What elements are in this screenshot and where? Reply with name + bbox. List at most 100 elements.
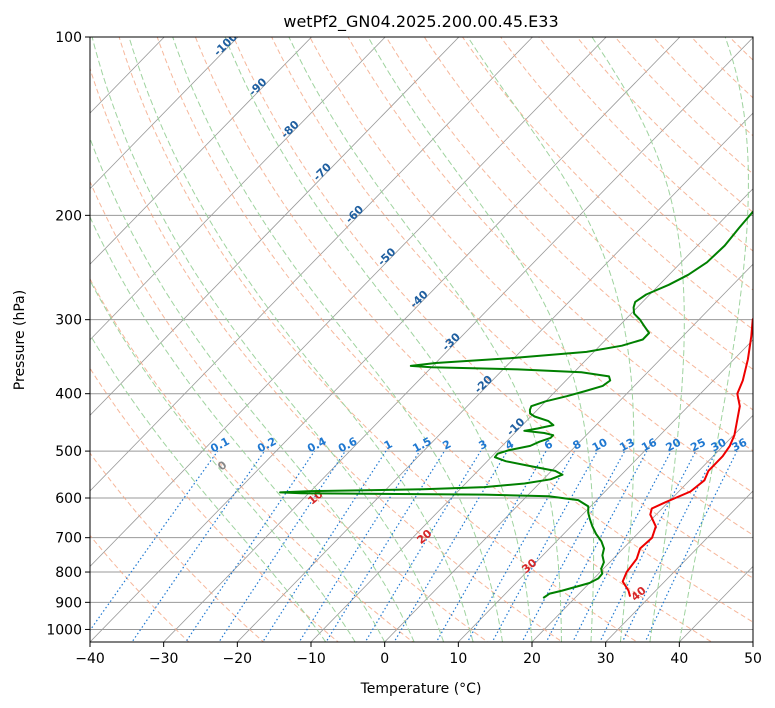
plot-frame [89, 36, 754, 643]
dry-adiabat-line [90, 367, 339, 642]
y-axis-label: Pressure (hPa) [12, 290, 28, 390]
mixing-ratio-line [218, 450, 346, 642]
dry-adiabat-line [90, 534, 190, 642]
isotherm-line [90, 37, 460, 416]
mixing-ratio-label: 3 [477, 437, 490, 452]
dry-adiabat-line [118, 37, 638, 642]
mixing-ratio-line [599, 450, 697, 642]
moist-adiabat-line [90, 333, 327, 642]
x-tick-label: 50 [744, 651, 762, 667]
mixing-ratio-line [298, 450, 421, 642]
isotherm-label: -70 [311, 160, 335, 183]
mixing-ratio-label: 16 [639, 436, 659, 455]
dry-adiabat-line [90, 277, 414, 642]
dewpoint-profile-line [279, 210, 753, 599]
isotherm-label: -90 [246, 75, 270, 98]
isotherm-line [310, 188, 753, 642]
dry-adiabat-line [500, 37, 753, 291]
mixing-ratio-line [545, 450, 648, 642]
mixing-ratio-label: 1.5 [410, 435, 433, 456]
mixing-ratio-line [185, 450, 315, 642]
mixing-ratio-line [90, 450, 219, 632]
chart-title: wetPf2_GN04.2025.200.00.45.E33 [283, 12, 558, 32]
mixing-ratio-label: 30 [709, 436, 729, 455]
dry-adiabat-line [271, 37, 753, 536]
mixing-ratio-label: 13 [617, 436, 637, 455]
moist-adiabat-line [224, 37, 533, 642]
isotherm-line [90, 37, 607, 568]
mixing-ratio-line [364, 450, 482, 642]
isotherm-label: -20 [472, 373, 496, 396]
x-tick-label: 10 [449, 651, 467, 667]
y-tick-label: 300 [55, 313, 82, 329]
mixing-ratio-label: 10 [590, 436, 610, 455]
moist-adiabat-line [367, 37, 595, 642]
y-tick-label: 100 [55, 30, 82, 46]
dry-adiabat-line [614, 37, 753, 175]
mixing-ratio-line [262, 450, 387, 642]
moist-adiabat-line [128, 37, 474, 642]
dry-adiabat-line [90, 66, 564, 642]
y-tick-label: 500 [55, 444, 82, 460]
profiles [279, 210, 753, 599]
x-tick-label: 40 [670, 651, 688, 667]
dry-adiabat-line [90, 452, 265, 642]
mixing-ratio-label: 2 [440, 437, 453, 452]
dry-adiabat-line [576, 37, 753, 213]
mixing-ratio-line [131, 450, 265, 642]
isotherm-label: -100 [211, 30, 240, 59]
mixing-ratio-label: 20 [664, 436, 684, 455]
dry-adiabat-line [156, 37, 713, 642]
y-tick-label: 900 [55, 595, 82, 611]
dry-adiabat-line [90, 180, 489, 642]
moist-adiabat-line [91, 37, 445, 642]
isotherm-line [90, 37, 534, 492]
mixing-ratio-line [435, 450, 547, 642]
dry-adiabat-line [194, 37, 753, 623]
x-tick-label: −30 [149, 651, 179, 667]
dry-adiabat-line [741, 10, 775, 654]
isotherm-line [90, 37, 313, 265]
x-axis: −40 −30 −20 −10 0 10 20 30 40 50 [75, 642, 762, 667]
isotherm-line [236, 112, 753, 642]
mixing-ratio-line [466, 450, 576, 642]
dry-adiabat-line [461, 37, 753, 331]
isotherm-label: -40 [407, 288, 431, 311]
isotherm-line [90, 37, 239, 190]
isotherm-label: -30 [440, 330, 464, 353]
moist-adiabat-line [172, 37, 503, 642]
isotherm-line [752, 641, 753, 642]
isotherm-line [163, 37, 753, 642]
moist-adiabat-line [288, 37, 562, 642]
moist-adiabat-line [591, 37, 685, 642]
x-tick-label: 20 [523, 651, 541, 667]
y-tick-label: 700 [55, 531, 82, 547]
mixing-ratio-label: 0.1 [208, 435, 231, 456]
moist-adiabat-line [90, 215, 386, 642]
mixing-ratio-line [644, 450, 738, 642]
x-tick-label: 0 [380, 651, 389, 667]
temperature-profile-line [621, 316, 753, 597]
background-lines [90, 10, 775, 654]
isotherm-label: -60 [343, 203, 367, 226]
x-axis-label: Temperature (°C) [360, 681, 482, 697]
mixing-ratio-label: 0.6 [336, 435, 360, 456]
dry-adiabat-line [347, 37, 753, 452]
dry-adiabat-line [309, 37, 753, 494]
mixing-ratio-label: 36 [730, 436, 750, 455]
moist-adiabat-line [90, 136, 415, 642]
isotherm-label: -50 [375, 245, 399, 268]
y-tick-label: 400 [55, 387, 82, 403]
mixing-ratio-label: 0.4 [305, 435, 329, 456]
y-tick-label: 1000 [46, 622, 82, 638]
dry-adiabat-line [728, 37, 753, 61]
isotherm-label: -10 [504, 415, 528, 438]
mixing-ratio-label: 25 [688, 436, 708, 455]
dry-adiabat-line [233, 37, 753, 579]
x-tick-label: 30 [597, 651, 615, 667]
isotherm-line [90, 37, 386, 341]
y-tick-label: 800 [55, 565, 82, 581]
isotherm-line [678, 565, 753, 642]
isotherm-line [384, 263, 753, 642]
